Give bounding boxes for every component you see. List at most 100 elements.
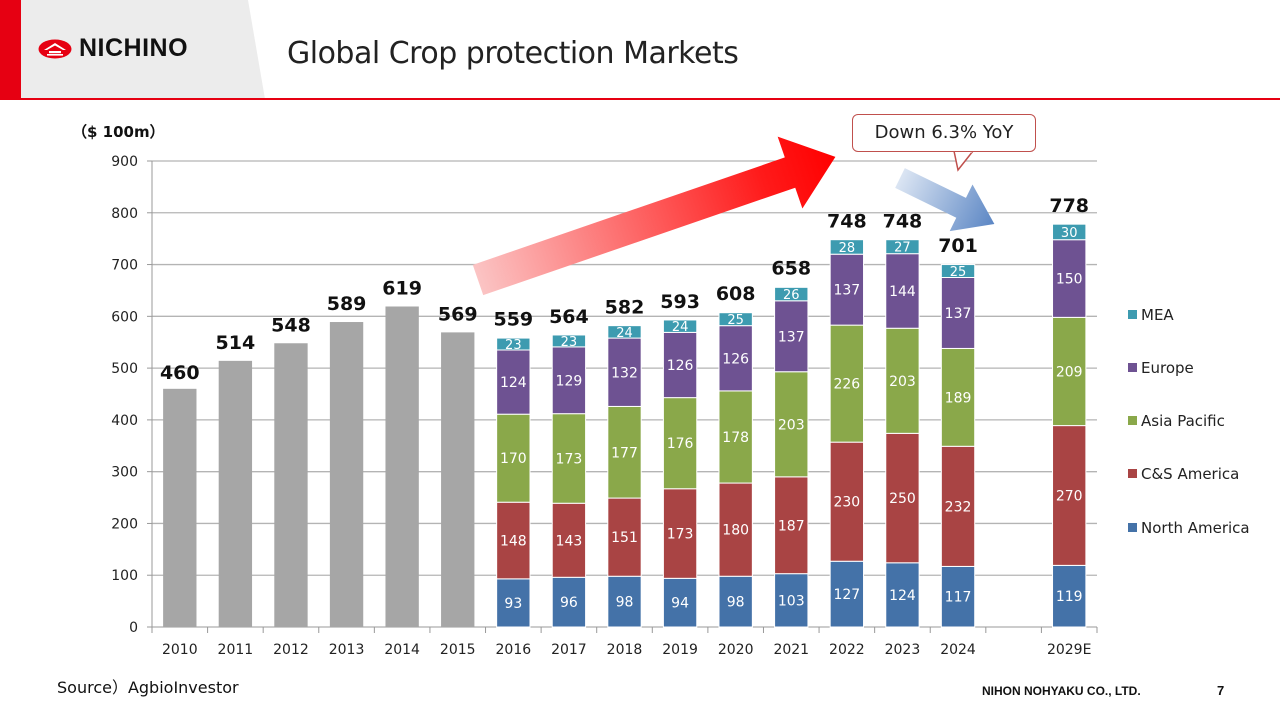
y-tick-label: 0	[129, 620, 138, 636]
company-name: NIHON NOHYAKU CO., LTD.	[982, 684, 1141, 698]
bar-segment	[718, 575, 753, 628]
y-tick-label: 400	[111, 413, 138, 429]
bar-total	[218, 360, 253, 627]
bar-segment	[662, 488, 698, 579]
legend-swatch	[1128, 416, 1137, 425]
x-tick-label: 2012	[273, 642, 309, 658]
total-label: 748	[883, 211, 923, 233]
bar-segment	[496, 578, 531, 628]
segment-label: 151	[611, 530, 638, 546]
y-tick-label: 300	[111, 465, 138, 481]
bar-segment	[551, 576, 587, 628]
total-label: 658	[771, 257, 811, 279]
total-label: 701	[938, 235, 978, 257]
segment-label: 30	[1061, 226, 1078, 241]
segment-label: 25	[950, 265, 967, 280]
segment-label: 203	[889, 374, 916, 390]
segment-label: 177	[611, 445, 638, 461]
bar-segment	[607, 325, 642, 339]
x-tick-label: 2029E	[1047, 642, 1091, 658]
segment-label: 124	[889, 588, 916, 604]
segment-label: 103	[778, 593, 805, 609]
segment-label: 28	[839, 241, 856, 256]
bar-segment	[829, 441, 865, 562]
total-label: 564	[549, 306, 589, 328]
segment-label: 137	[778, 329, 805, 345]
y-tick-label: 200	[111, 516, 138, 532]
legend-label: MEA	[1141, 306, 1174, 324]
x-tick-label: 2017	[551, 642, 587, 658]
total-label: 778	[1049, 195, 1089, 217]
segment-label: 98	[727, 595, 745, 611]
segment-label: 96	[560, 595, 578, 611]
legend-swatch	[1128, 469, 1137, 478]
total-label: 582	[605, 297, 645, 319]
nichino-logo-icon	[38, 39, 72, 58]
x-tick-label: 2011	[218, 642, 254, 658]
bar-segment	[829, 324, 865, 443]
legend-label: Europe	[1141, 359, 1194, 377]
segment-label: 24	[672, 320, 689, 335]
segment-label: 126	[667, 358, 694, 374]
total-label: 569	[438, 303, 478, 325]
bar-segment	[718, 482, 753, 577]
segment-label: 173	[556, 451, 583, 467]
segment-label: 27	[894, 241, 911, 256]
bar-total	[385, 306, 419, 627]
total-label: 619	[382, 277, 422, 299]
unit-label: （$ 100m）	[72, 123, 165, 141]
x-tick-label: 2015	[440, 642, 476, 658]
segment-label: 137	[833, 283, 860, 299]
bar-segment	[718, 312, 753, 327]
bar-segment	[885, 239, 920, 255]
y-tick-label: 900	[111, 154, 138, 170]
bar-total	[329, 322, 364, 627]
x-tick-label: 2014	[384, 642, 420, 658]
total-label: 593	[660, 291, 700, 313]
bar-segment	[607, 575, 642, 628]
segment-label: 203	[778, 417, 805, 433]
bar-segment	[662, 331, 698, 399]
nichino-logo: NICHINO	[38, 34, 188, 63]
growth-arrow-icon	[472, 136, 836, 296]
bar-segment	[1052, 564, 1087, 628]
segment-label: 119	[1056, 589, 1083, 605]
segment-label: 25	[727, 313, 744, 328]
bar-segment	[940, 264, 976, 278]
bar-segment	[885, 432, 920, 564]
x-tick-label: 2016	[496, 642, 532, 658]
bar-total	[163, 388, 197, 627]
bar-segment	[774, 371, 809, 478]
total-label: 748	[827, 211, 867, 233]
segment-label: 137	[945, 306, 972, 322]
segment-label: 98	[616, 595, 634, 611]
bar-total	[441, 332, 475, 627]
x-tick-label: 2022	[829, 642, 865, 658]
segment-label: 94	[671, 596, 689, 612]
segment-label: 232	[945, 499, 972, 515]
x-tick-label: 2013	[329, 642, 365, 658]
bar-segment	[496, 337, 531, 351]
legend-label: C&S America	[1141, 465, 1239, 483]
bar-segment	[774, 573, 809, 628]
segment-label: 180	[722, 523, 749, 539]
x-tick-label: 2018	[607, 642, 643, 658]
legend-label: North America	[1141, 519, 1250, 537]
bar-segment	[718, 325, 753, 392]
page-title: Global Crop protection Markets	[287, 36, 739, 71]
bar-segment	[662, 319, 698, 333]
page-number: 7	[1217, 683, 1225, 698]
total-label: 589	[327, 293, 367, 315]
bar-segment	[607, 337, 642, 407]
bar-segment	[1052, 316, 1087, 427]
segment-label: 176	[667, 436, 694, 452]
y-tick-label: 800	[111, 206, 138, 222]
legend-label: Asia Pacific	[1141, 412, 1225, 430]
x-tick-label: 2019	[662, 642, 698, 658]
x-tick-label: 2010	[162, 642, 198, 658]
segment-label: 143	[556, 533, 583, 549]
segment-label: 170	[500, 451, 527, 467]
decline-arrow-icon	[895, 168, 995, 232]
segment-label: 124	[500, 375, 527, 391]
